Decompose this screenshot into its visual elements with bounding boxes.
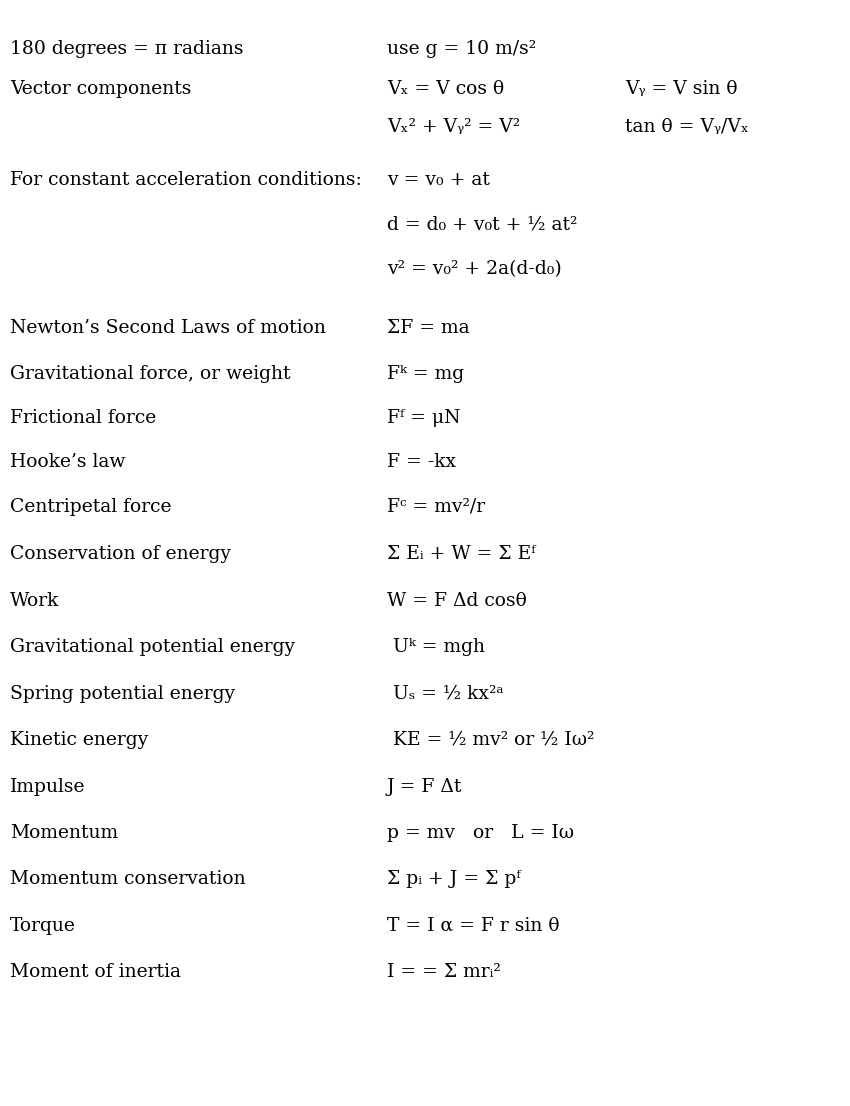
Text: W = F Δd cosθ: W = F Δd cosθ bbox=[387, 592, 527, 609]
Text: I = = Σ mrᵢ²: I = = Σ mrᵢ² bbox=[387, 963, 501, 981]
Text: Fᶠ = μN: Fᶠ = μN bbox=[387, 409, 460, 427]
Text: Vₓ = V cos θ: Vₓ = V cos θ bbox=[387, 80, 504, 97]
Text: Σ pᵢ + J = Σ pᶠ: Σ pᵢ + J = Σ pᶠ bbox=[387, 870, 520, 888]
Text: Σ Eᵢ + W = Σ Eᶠ: Σ Eᵢ + W = Σ Eᶠ bbox=[387, 545, 536, 563]
Text: Hooke’s law: Hooke’s law bbox=[10, 453, 126, 471]
Text: Kinetic energy: Kinetic energy bbox=[10, 731, 149, 749]
Text: Vᵧ = V sin θ: Vᵧ = V sin θ bbox=[625, 80, 737, 97]
Text: d = d₀ + v₀t + ½ at²: d = d₀ + v₀t + ½ at² bbox=[387, 216, 577, 233]
Text: Impulse: Impulse bbox=[10, 778, 86, 795]
Text: J = F Δt: J = F Δt bbox=[387, 778, 462, 795]
Text: Vector components: Vector components bbox=[10, 80, 191, 97]
Text: Gravitational potential energy: Gravitational potential energy bbox=[10, 638, 295, 656]
Text: v = v₀ + at: v = v₀ + at bbox=[387, 171, 490, 189]
Text: Work: Work bbox=[10, 592, 60, 609]
Text: ΣF = ma: ΣF = ma bbox=[387, 319, 469, 336]
Text: F = -kx: F = -kx bbox=[387, 453, 456, 471]
Text: Newton’s Second Laws of motion: Newton’s Second Laws of motion bbox=[10, 319, 326, 336]
Text: Fᶜ = mv²/r: Fᶜ = mv²/r bbox=[387, 498, 484, 515]
Text: KE = ½ mv² or ½ Iω²: KE = ½ mv² or ½ Iω² bbox=[387, 731, 594, 749]
Text: p = mv   or   L = Iω: p = mv or L = Iω bbox=[387, 824, 574, 842]
Text: Uᵏ = mgh: Uᵏ = mgh bbox=[387, 638, 484, 656]
Text: For constant acceleration conditions:: For constant acceleration conditions: bbox=[10, 171, 362, 189]
Text: Uₛ = ½ kx²ᵃ: Uₛ = ½ kx²ᵃ bbox=[387, 685, 503, 702]
Text: Conservation of energy: Conservation of energy bbox=[10, 545, 231, 563]
Text: Spring potential energy: Spring potential energy bbox=[10, 685, 235, 702]
Text: Momentum: Momentum bbox=[10, 824, 118, 842]
Text: 180 degrees = π radians: 180 degrees = π radians bbox=[10, 40, 244, 58]
Text: Fᵏ = mg: Fᵏ = mg bbox=[387, 365, 464, 383]
Text: Gravitational force, or weight: Gravitational force, or weight bbox=[10, 365, 291, 383]
Text: Torque: Torque bbox=[10, 917, 76, 935]
Text: Frictional force: Frictional force bbox=[10, 409, 156, 427]
Text: use g = 10 m/s²: use g = 10 m/s² bbox=[387, 40, 536, 58]
Text: tan θ = Vᵧ/Vₓ: tan θ = Vᵧ/Vₓ bbox=[625, 118, 749, 136]
Text: Vₓ² + Vᵧ² = V²: Vₓ² + Vᵧ² = V² bbox=[387, 118, 520, 136]
Text: Centripetal force: Centripetal force bbox=[10, 498, 172, 515]
Text: v² = v₀² + 2a(d-d₀): v² = v₀² + 2a(d-d₀) bbox=[387, 260, 562, 278]
Text: Momentum conservation: Momentum conservation bbox=[10, 870, 246, 888]
Text: Moment of inertia: Moment of inertia bbox=[10, 963, 181, 981]
Text: T = I α = F r sin θ: T = I α = F r sin θ bbox=[387, 917, 559, 935]
